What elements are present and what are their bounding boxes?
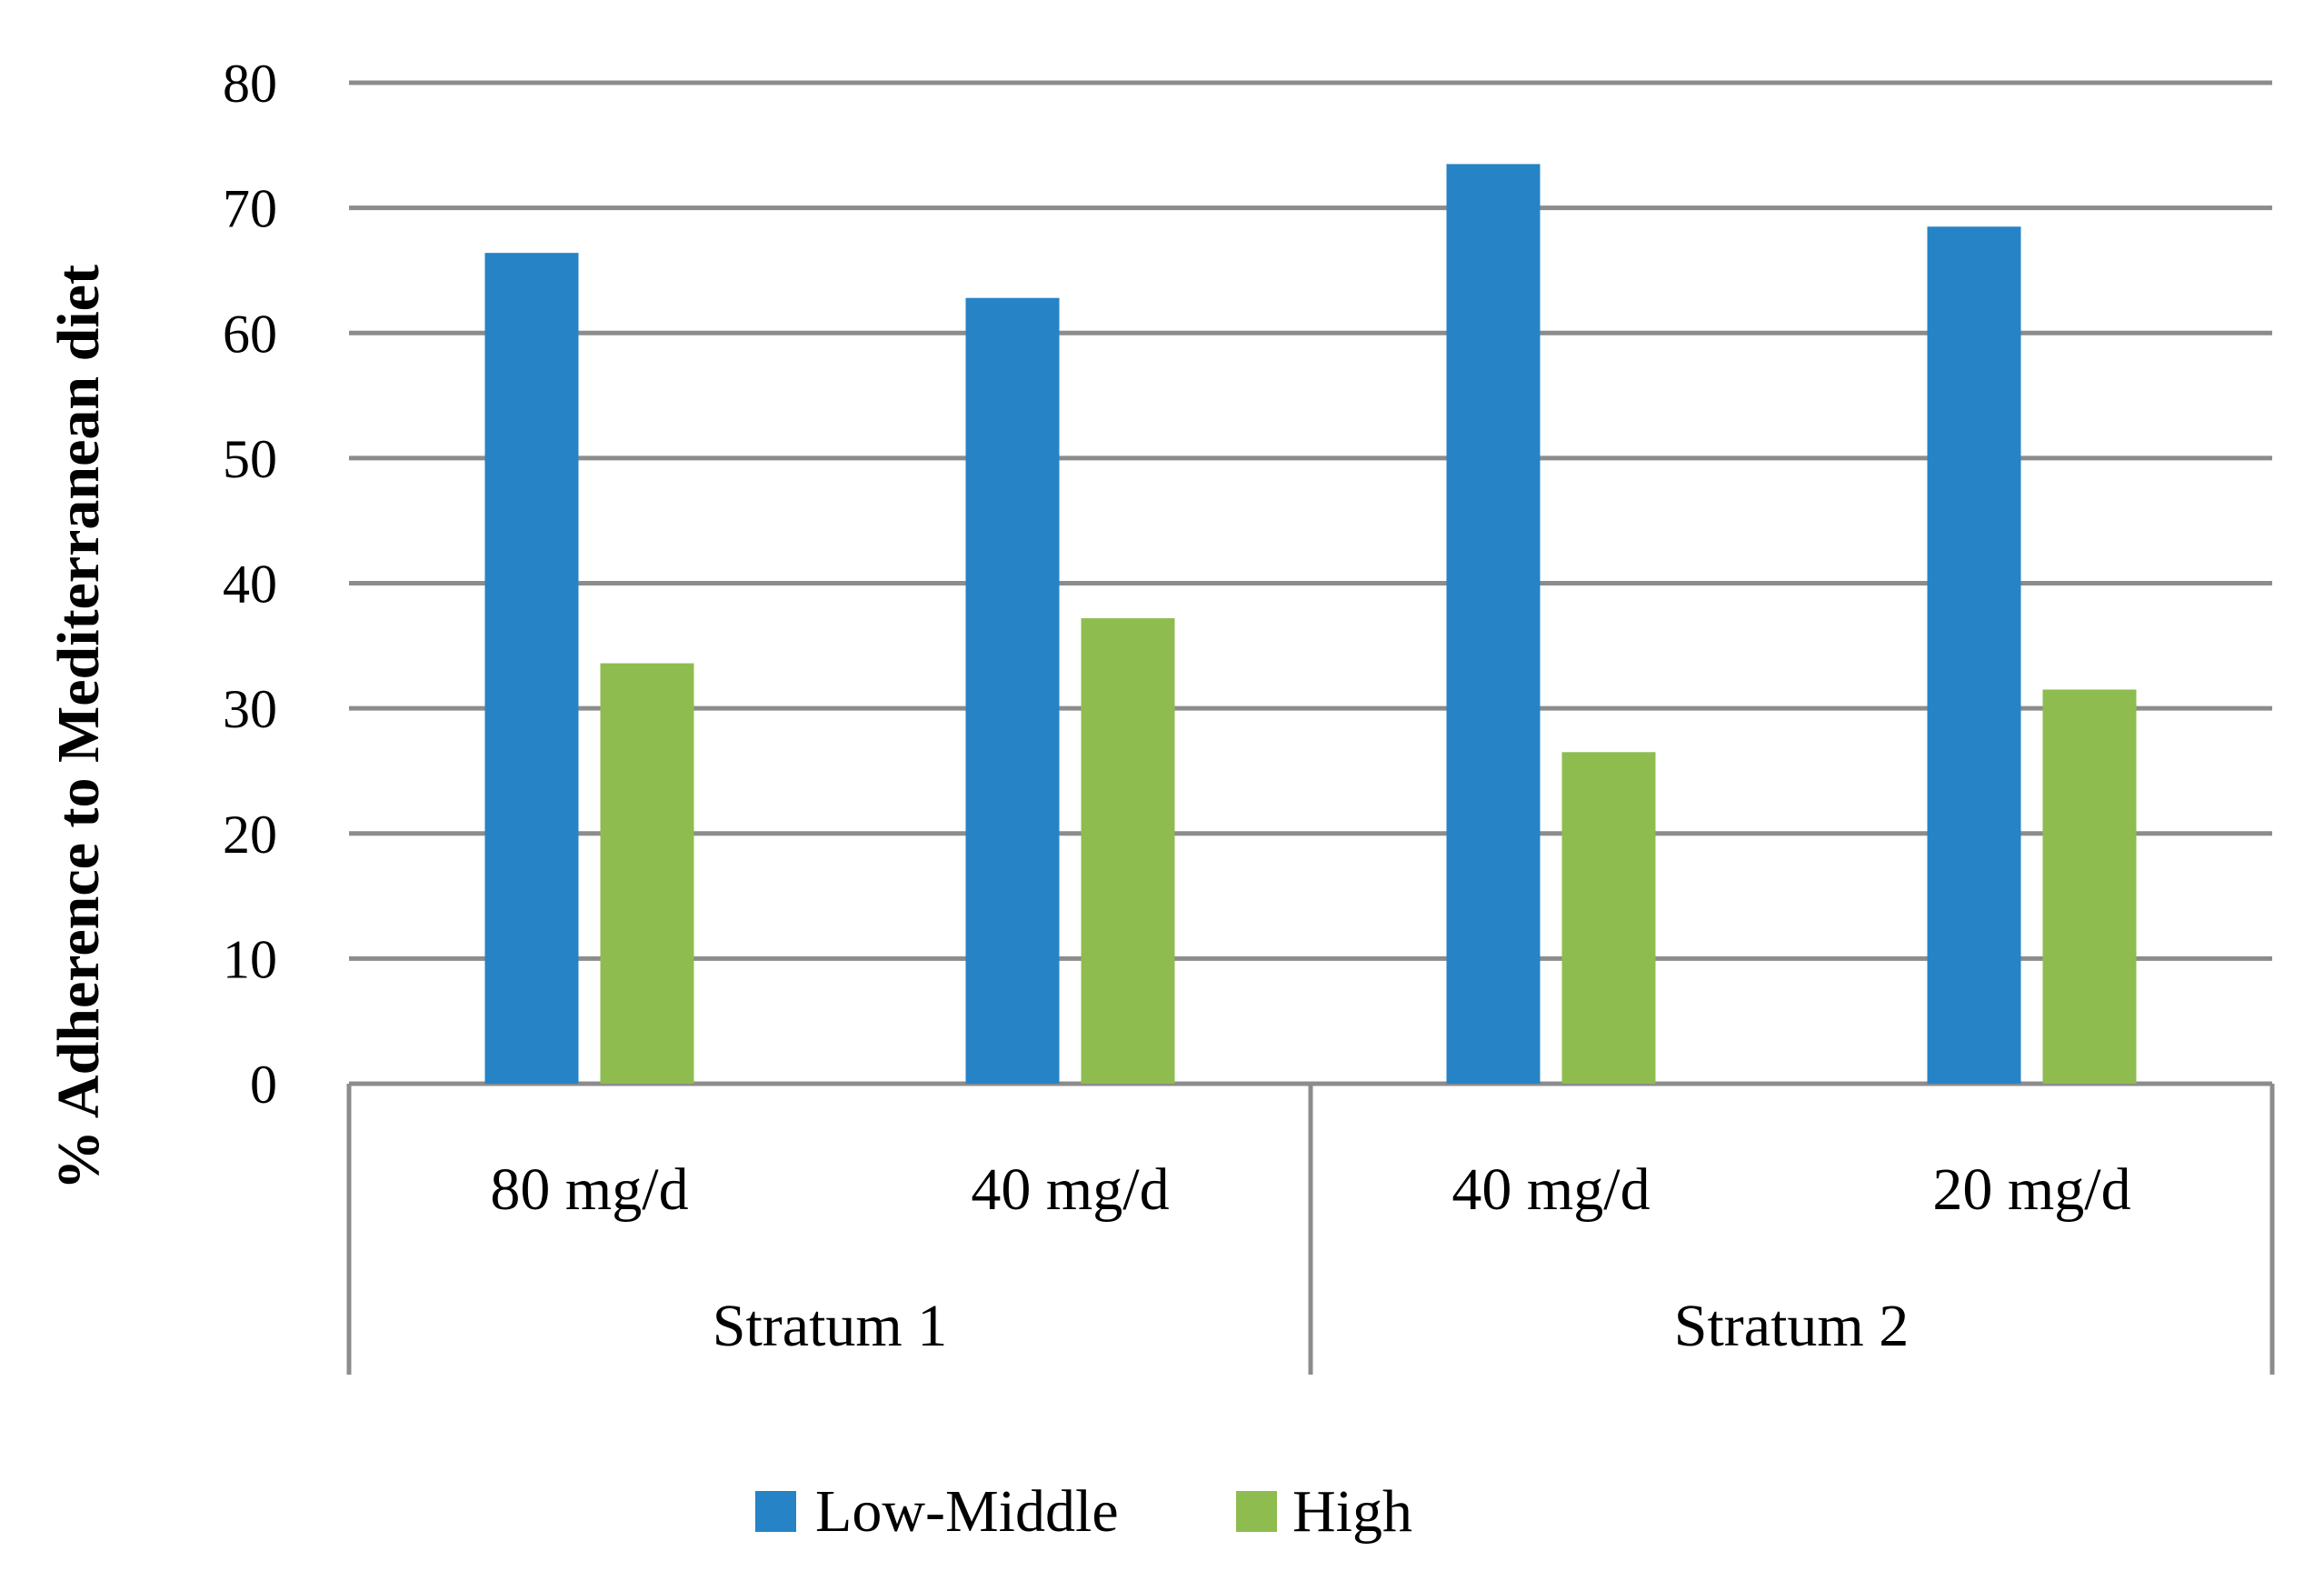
group-labels: Stratum 1 Stratum 2 — [713, 1293, 1910, 1359]
y-axis-ticks: 0 10 20 30 40 50 60 70 80 — [223, 54, 277, 1115]
category-labels: 80 mg/d 40 mg/d 40 mg/d 20 mg/d — [490, 1156, 2130, 1223]
y-tick-label: 60 — [223, 304, 277, 364]
y-tick-label: 10 — [223, 929, 277, 989]
group-label: Stratum 1 — [713, 1293, 948, 1359]
category-label: 40 mg/d — [971, 1156, 1169, 1223]
y-tick-label: 50 — [223, 429, 277, 489]
legend: Low-Middle High — [755, 1478, 1412, 1545]
bar-low-middle-3 — [1927, 226, 2021, 1085]
bar-high-1 — [1081, 618, 1175, 1084]
bar-high-3 — [2042, 689, 2137, 1084]
y-tick-label: 40 — [223, 555, 277, 615]
y-tick-label: 70 — [223, 179, 277, 239]
bar-low-middle-1 — [965, 297, 1060, 1085]
bar-high-2 — [1561, 752, 1656, 1084]
category-label: 80 mg/d — [490, 1156, 688, 1223]
legend-swatch — [755, 1491, 796, 1532]
y-axis-label: % Adherence to Mediterranean diet — [45, 265, 112, 1190]
bar-low-middle-0 — [484, 253, 579, 1084]
bar-low-middle-2 — [1446, 164, 1541, 1085]
y-tick-label: 20 — [223, 805, 277, 865]
legend-label: High — [1292, 1478, 1412, 1545]
y-tick-label: 0 — [250, 1055, 277, 1115]
bar-high-0 — [600, 663, 694, 1084]
legend-label: Low-Middle — [815, 1478, 1119, 1545]
x-axis — [346, 1084, 2275, 1375]
category-label: 20 mg/d — [1932, 1156, 2130, 1223]
category-label: 40 mg/d — [1451, 1156, 1650, 1223]
bars — [484, 164, 2137, 1085]
group-label: Stratum 2 — [1674, 1293, 1910, 1359]
y-tick-label: 80 — [223, 54, 277, 114]
y-tick-label: 30 — [223, 679, 277, 739]
legend-swatch — [1236, 1491, 1277, 1532]
